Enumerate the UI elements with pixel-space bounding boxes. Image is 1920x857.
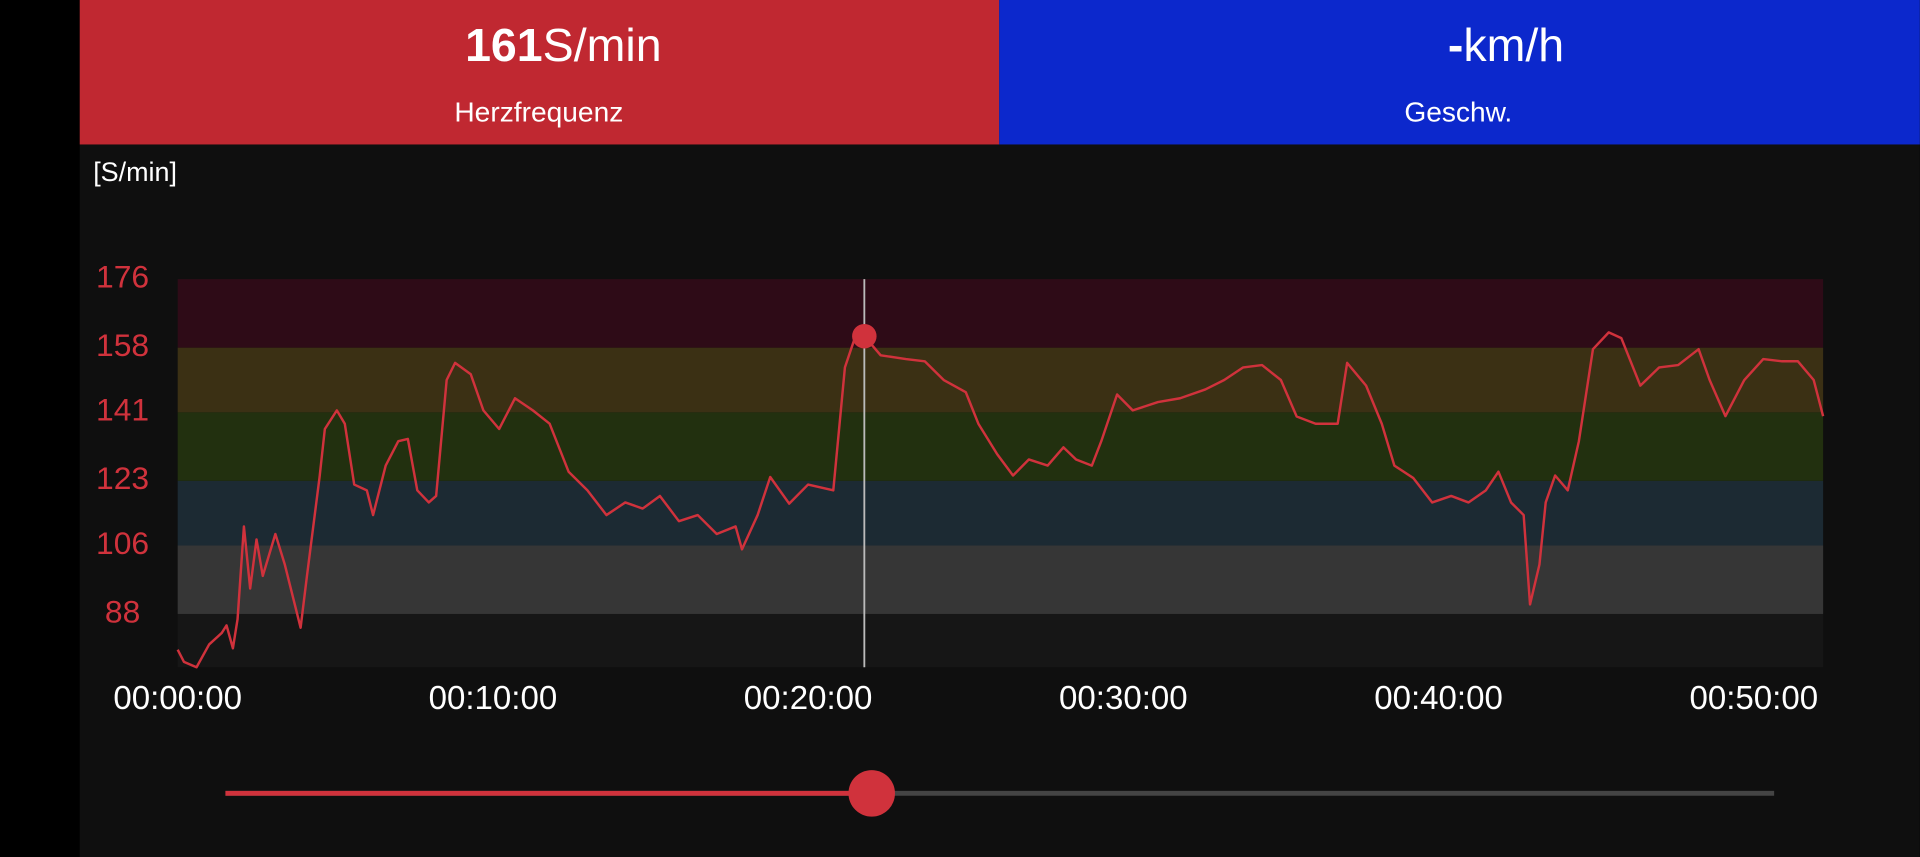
zone-band [177, 480, 1824, 546]
y-tick-label: 141 [96, 392, 149, 428]
zone-band [177, 613, 1824, 668]
heart-rate-label: Herzfrequenz [454, 96, 623, 127]
x-tick-label: 00:10:00 [429, 680, 558, 717]
y-tick-label: 88 [105, 593, 140, 629]
heart-rate-readout: 161S/min [465, 19, 662, 71]
zone-band [177, 279, 1824, 348]
slider-thumb[interactable] [848, 770, 895, 817]
heart-rate-value: 161 [465, 19, 543, 71]
hr-line [176, 331, 1825, 669]
x-tick-label: 00:50:00 [1689, 680, 1818, 717]
zone-band [177, 545, 1824, 614]
x-tick-label: 00:40:00 [1374, 680, 1503, 717]
speed-label: Geschw. [1404, 96, 1512, 127]
x-tick-label: 00:00:00 [113, 680, 242, 717]
y-tick-label: 106 [96, 525, 149, 561]
y-tick-label: 158 [96, 327, 149, 363]
cursor-dot [852, 323, 877, 349]
speed-readout: -km/h [1448, 19, 1564, 71]
heart-rate-unit: S/min [543, 19, 662, 71]
x-tick-label: 00:20:00 [744, 680, 873, 717]
zone-band [177, 412, 1824, 481]
y-tick-label: 176 [96, 259, 149, 295]
y-axis-label: [S/min] [93, 157, 177, 187]
speed-value: - [1448, 19, 1464, 71]
heart-rate-tile[interactable] [79, 0, 1000, 145]
speed-unit: km/h [1463, 19, 1564, 71]
plot: 88 106 123 141 158 176 00:00:00 00:10:00 00:20:0… [96, 259, 1825, 817]
zone-band [177, 347, 1824, 413]
x-tick-label: 00:30:00 [1059, 680, 1188, 717]
y-tick-label: 123 [96, 460, 149, 496]
speed-tile[interactable] [999, 0, 1920, 145]
